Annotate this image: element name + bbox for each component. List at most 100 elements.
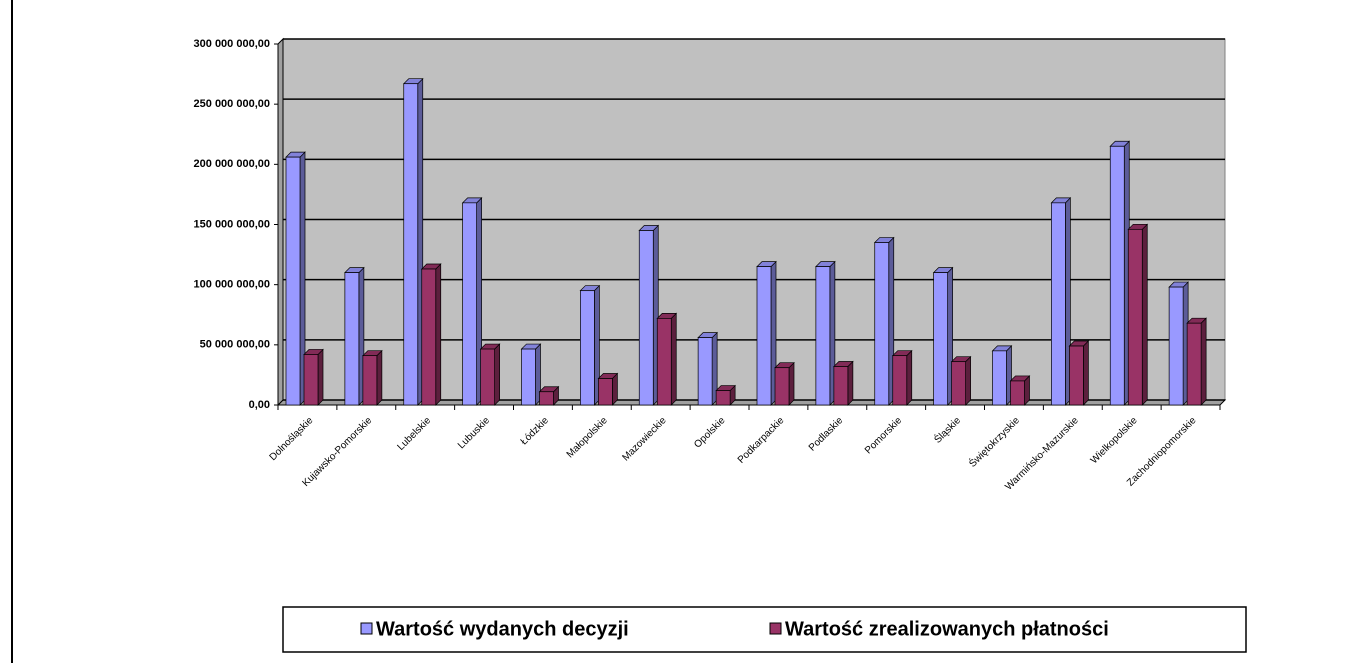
bar — [579, 284, 601, 406]
bar — [461, 196, 483, 406]
bar-front — [344, 272, 360, 406]
bar-front — [403, 83, 419, 406]
x-tick-label: Lubelskie — [396, 415, 434, 453]
bar-side — [376, 349, 383, 406]
x-tick-label: Śląskie — [931, 413, 963, 445]
bar — [932, 266, 954, 406]
bar — [303, 348, 324, 406]
bar-front — [580, 290, 595, 406]
bar — [1050, 196, 1072, 406]
bar-front — [656, 318, 672, 406]
bar-front — [1069, 345, 1084, 406]
bar-front — [774, 367, 790, 406]
bar-front — [303, 354, 319, 406]
bar-front — [874, 242, 890, 406]
bar — [1009, 375, 1031, 406]
bar-side — [670, 312, 677, 406]
bar-side — [435, 263, 442, 406]
x-tick-label: Małopolskie — [565, 415, 610, 460]
legend-label: Wartość zrealizowanych płatności — [785, 618, 1109, 640]
bar-front — [1051, 202, 1066, 406]
x-tick-label: Podlaskie — [807, 415, 846, 454]
bar-front — [462, 202, 477, 406]
bar — [520, 343, 542, 406]
bar-side — [847, 360, 854, 406]
legend-label: Wartość wydanych decyzji — [376, 618, 629, 640]
bar-front — [756, 266, 772, 406]
y-tick-label: 100 000 000,00 — [194, 279, 270, 291]
bar-front — [421, 268, 437, 406]
bar — [1068, 340, 1090, 406]
bar — [597, 372, 619, 406]
bar — [656, 312, 678, 406]
legend-box — [282, 606, 1247, 653]
x-tick-label: Dolnośląskie — [268, 415, 316, 463]
bar-side — [1200, 317, 1207, 406]
x-tick-label: Opolskie — [692, 415, 728, 451]
bar — [833, 360, 854, 406]
bar-front — [480, 348, 495, 406]
bar-side — [1141, 223, 1148, 406]
y-tick-label: 300 000 000,00 — [194, 38, 270, 50]
y-tick-label: 150 000 000,00 — [194, 218, 270, 230]
bar-side — [906, 349, 913, 406]
bar — [873, 236, 895, 406]
x-tick-label: Świętokrzyskie — [966, 413, 1022, 469]
bar — [756, 260, 777, 406]
bar — [774, 361, 795, 406]
bar — [420, 263, 442, 406]
bar-front — [285, 156, 301, 406]
bar-side — [965, 355, 971, 406]
bar-front — [933, 272, 948, 406]
bar — [538, 385, 560, 406]
x-tick-label: Mazowieckie — [620, 415, 669, 464]
bar-front — [539, 391, 554, 406]
bar-front — [598, 378, 613, 406]
bar — [638, 224, 660, 406]
y-tick-label: 50 000 000,00 — [200, 339, 270, 351]
bar — [344, 266, 365, 406]
legend-swatch — [360, 622, 373, 635]
bar-front — [715, 390, 731, 406]
bar — [1109, 140, 1131, 406]
bar — [950, 355, 972, 406]
bar-front — [833, 366, 849, 406]
y-tick-label: 0,00 — [249, 399, 270, 411]
bar — [1168, 281, 1189, 406]
bar — [362, 349, 383, 406]
x-tick-label: Wielkopolskie — [1089, 415, 1140, 466]
bar-front — [1127, 228, 1143, 406]
y-tick-label: 200 000 000,00 — [194, 158, 270, 170]
bar — [991, 345, 1013, 406]
bar — [1186, 317, 1207, 406]
bar — [402, 77, 424, 406]
bar-side — [317, 348, 324, 406]
bar — [1127, 223, 1149, 406]
bar — [697, 331, 718, 406]
bar-front — [1186, 322, 1202, 406]
x-tick-label: Lubuskie — [456, 415, 492, 451]
bar — [715, 384, 736, 406]
legend-swatch — [769, 622, 782, 635]
bar-front — [815, 266, 831, 406]
bar-side — [788, 361, 795, 406]
bar-front — [892, 355, 908, 406]
bar-front — [1010, 380, 1025, 406]
x-tick-label: Podkarpackie — [736, 415, 787, 466]
x-tick-label: Łódzkie — [519, 415, 551, 447]
bar-front — [1109, 145, 1125, 406]
side-wall — [277, 37, 284, 407]
bar — [815, 260, 836, 406]
bar-side — [1083, 340, 1089, 406]
bar-front — [951, 361, 966, 406]
bar-front — [362, 355, 378, 406]
bar-front — [521, 348, 536, 406]
bar-side — [494, 343, 500, 406]
y-tick-label: 250 000 000,00 — [194, 98, 270, 110]
bar — [891, 349, 913, 406]
bar-front — [1168, 286, 1184, 406]
bar-front — [697, 337, 713, 406]
bar-front — [992, 350, 1007, 406]
x-tick-label: Pomorskie — [863, 415, 904, 456]
